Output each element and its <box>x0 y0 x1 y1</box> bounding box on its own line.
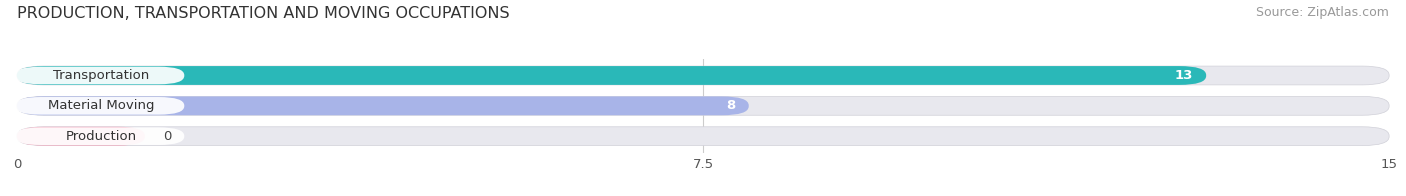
FancyBboxPatch shape <box>17 127 145 146</box>
FancyBboxPatch shape <box>17 66 1206 85</box>
Text: 0: 0 <box>163 130 172 143</box>
FancyBboxPatch shape <box>17 127 1389 146</box>
FancyBboxPatch shape <box>17 66 1389 85</box>
Text: Transportation: Transportation <box>53 69 149 82</box>
FancyBboxPatch shape <box>15 127 184 145</box>
Text: 8: 8 <box>725 99 735 112</box>
Text: Material Moving: Material Moving <box>48 99 155 112</box>
FancyBboxPatch shape <box>17 96 749 115</box>
FancyBboxPatch shape <box>17 96 1389 115</box>
FancyBboxPatch shape <box>15 67 184 84</box>
Text: Source: ZipAtlas.com: Source: ZipAtlas.com <box>1256 6 1389 19</box>
Text: Production: Production <box>66 130 136 143</box>
Text: 13: 13 <box>1174 69 1192 82</box>
FancyBboxPatch shape <box>15 97 184 115</box>
Text: PRODUCTION, TRANSPORTATION AND MOVING OCCUPATIONS: PRODUCTION, TRANSPORTATION AND MOVING OC… <box>17 6 509 21</box>
